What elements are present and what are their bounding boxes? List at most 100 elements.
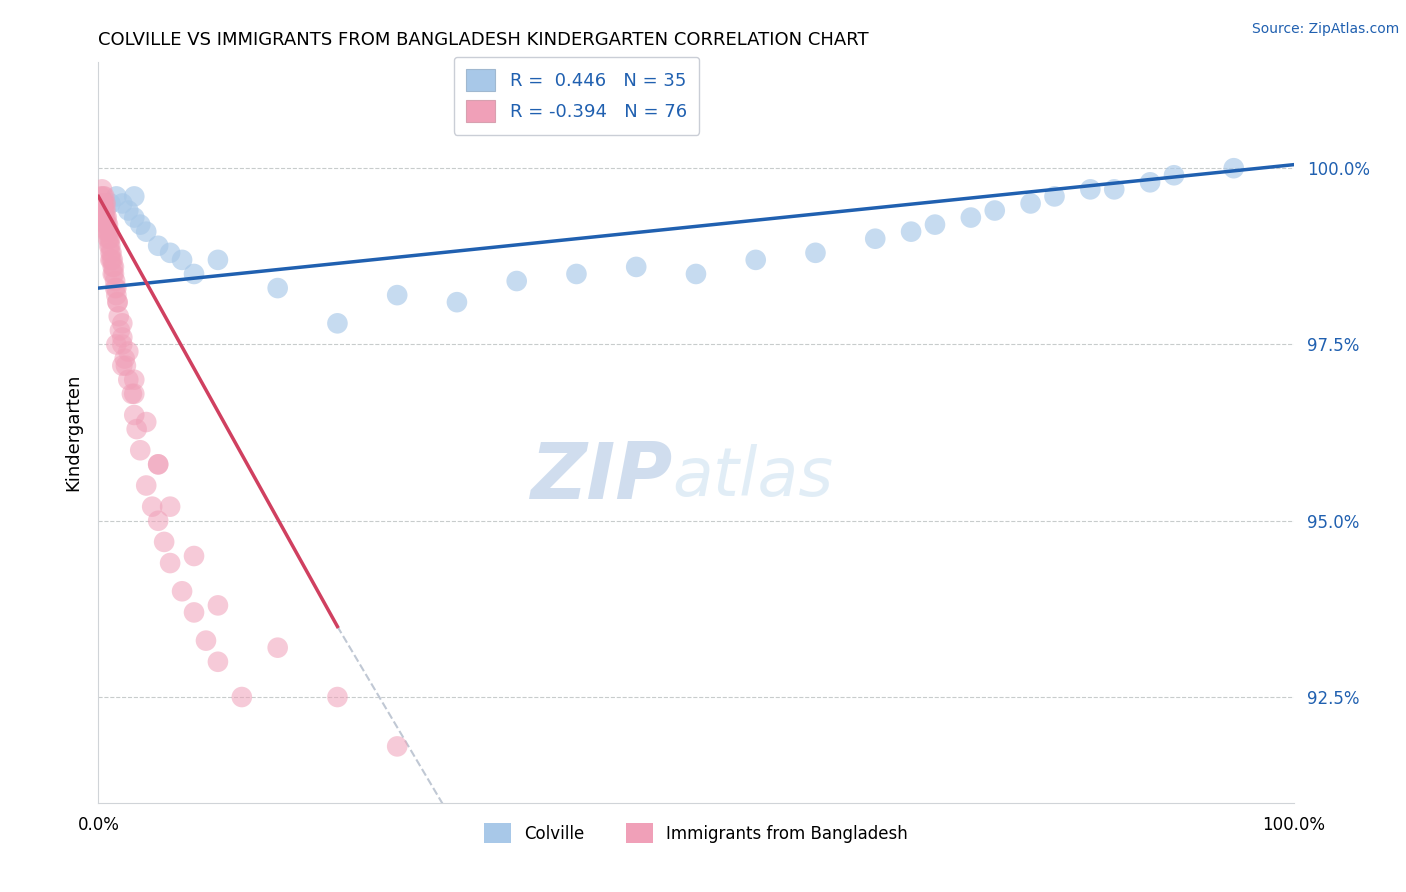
Point <box>114 351 136 366</box>
Point <box>900 225 922 239</box>
Point <box>111 359 134 373</box>
Point <box>153 535 176 549</box>
Point <box>565 267 588 281</box>
Point <box>385 288 409 302</box>
Point <box>446 295 468 310</box>
Point <box>865 232 887 246</box>
Text: COLVILLE VS IMMIGRANTS FROM BANGLADESH KINDERGARTEN CORRELATION CHART: COLVILLE VS IMMIGRANTS FROM BANGLADESH K… <box>98 31 869 49</box>
Text: Source: ZipAtlas.com: Source: ZipAtlas.com <box>1251 22 1399 37</box>
Point <box>91 196 114 211</box>
Point <box>124 387 146 401</box>
Point <box>107 295 129 310</box>
Text: atlas: atlas <box>672 444 834 510</box>
Point <box>183 606 205 620</box>
Point <box>111 337 134 351</box>
Point <box>231 690 253 704</box>
Text: ZIP: ZIP <box>530 439 672 515</box>
Point <box>93 211 115 225</box>
Point <box>100 245 122 260</box>
Point <box>159 556 181 570</box>
Point <box>101 267 124 281</box>
Point <box>1139 175 1161 189</box>
Point <box>172 252 194 267</box>
Point <box>804 245 827 260</box>
Point <box>141 500 163 514</box>
Point <box>745 252 768 267</box>
Point <box>93 196 115 211</box>
Point <box>94 211 117 225</box>
Point <box>1043 189 1066 203</box>
Point <box>117 373 139 387</box>
Point <box>91 196 114 211</box>
Point <box>101 252 124 267</box>
Point <box>105 337 128 351</box>
Point <box>183 267 205 281</box>
Point <box>685 267 707 281</box>
Legend: Colville, Immigrants from Bangladesh: Colville, Immigrants from Bangladesh <box>478 816 914 850</box>
Point <box>125 422 148 436</box>
Point <box>1019 196 1042 211</box>
Point <box>111 196 134 211</box>
Point <box>326 316 349 330</box>
Point <box>96 225 118 239</box>
Point <box>108 323 131 337</box>
Point <box>506 274 529 288</box>
Point <box>117 203 139 218</box>
Point <box>111 330 134 344</box>
Point <box>105 288 128 302</box>
Point <box>129 443 152 458</box>
Point <box>111 316 134 330</box>
Point <box>124 211 146 225</box>
Point <box>135 478 157 492</box>
Point <box>183 549 205 563</box>
Point <box>115 359 138 373</box>
Point <box>124 373 146 387</box>
Point <box>90 189 112 203</box>
Point <box>98 225 121 239</box>
Point <box>135 415 157 429</box>
Point <box>98 232 122 246</box>
Point <box>103 267 125 281</box>
Point <box>91 189 114 203</box>
Point <box>96 211 118 225</box>
Point <box>207 252 229 267</box>
Point <box>1223 161 1246 176</box>
Point <box>207 655 229 669</box>
Point <box>98 239 122 253</box>
Point <box>1163 168 1185 182</box>
Point <box>105 281 128 295</box>
Point <box>148 458 170 472</box>
Point <box>98 245 122 260</box>
Point <box>195 633 218 648</box>
Point <box>97 225 120 239</box>
Point <box>98 239 121 253</box>
Point <box>94 203 117 218</box>
Point <box>1104 182 1126 196</box>
Point <box>94 218 117 232</box>
Point <box>103 260 125 274</box>
Point <box>97 218 120 232</box>
Point <box>104 274 127 288</box>
Point <box>105 189 128 203</box>
Point <box>117 344 139 359</box>
Point <box>172 584 194 599</box>
Point <box>93 189 115 203</box>
Point <box>159 245 181 260</box>
Point <box>97 232 120 246</box>
Point <box>91 203 114 218</box>
Point <box>267 640 290 655</box>
Point <box>626 260 648 274</box>
Point <box>1080 182 1102 196</box>
Point <box>326 690 349 704</box>
Point <box>98 232 121 246</box>
Point <box>101 260 124 274</box>
Point <box>121 387 143 401</box>
Point <box>98 252 122 267</box>
Point <box>135 225 157 239</box>
Point <box>124 408 146 422</box>
Point <box>148 239 170 253</box>
Point <box>207 599 229 613</box>
Point <box>107 310 129 324</box>
Point <box>159 500 181 514</box>
Point <box>100 252 122 267</box>
